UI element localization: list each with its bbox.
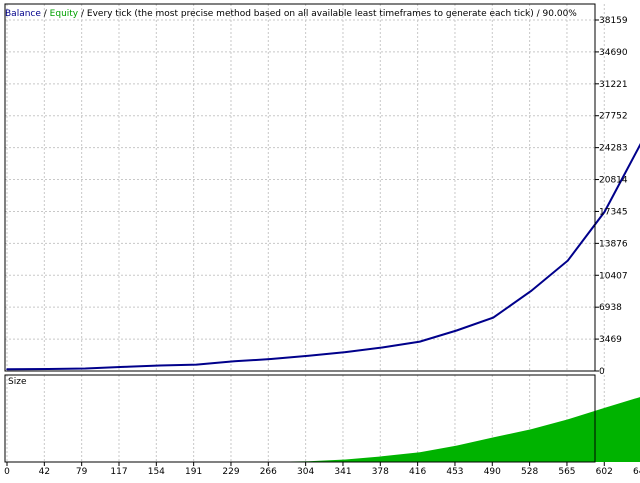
separator: / — [41, 9, 50, 19]
balance-point — [381, 346, 384, 349]
y-tick-label: 38159 — [599, 16, 628, 26]
x-tick-label: 266 — [260, 467, 277, 477]
x-tick-label: 0 — [4, 467, 10, 477]
main-grid — [5, 4, 605, 371]
x-tick-label: 378 — [372, 467, 389, 477]
y-tick-label: 6938 — [599, 303, 622, 313]
balance-point — [270, 358, 272, 360]
balance-point — [47, 368, 50, 370]
y-tick-label: 13876 — [599, 239, 628, 249]
y-tick-label: 27752 — [599, 112, 628, 122]
x-tick-label: 229 — [222, 467, 239, 477]
model-description: Every tick (the most precise method base… — [87, 9, 534, 19]
balance-point — [603, 211, 606, 213]
x-tick-label: 304 — [297, 467, 314, 477]
y-tick-label: 10407 — [599, 271, 628, 281]
x-tick-label: 490 — [484, 467, 501, 477]
x-tick-label: 117 — [110, 467, 127, 477]
x-tick-label: 565 — [558, 467, 575, 477]
balance-point — [159, 364, 161, 367]
balance-point — [195, 363, 198, 366]
balance-point — [530, 290, 532, 292]
size-plot-frame — [4, 374, 596, 463]
y-axis-ticks: 3815934690312212775224283208141734513876… — [595, 16, 628, 377]
y-tick-label: 34690 — [599, 48, 628, 58]
size-area — [7, 397, 640, 462]
balance-point — [455, 329, 458, 332]
size-area-group — [7, 397, 640, 462]
balance-point — [233, 360, 236, 363]
x-tick-label: 528 — [521, 467, 538, 477]
x-tick-label: 79 — [76, 467, 88, 477]
chart-header: Balance / Equity / Every tick (the most … — [5, 9, 577, 19]
chart-frames — [4, 3, 596, 463]
balance-point — [84, 367, 87, 370]
y-tick-label: 17345 — [599, 207, 628, 217]
modelling-quality: 90.00% — [543, 9, 578, 19]
balance-line — [6, 143, 640, 371]
y-tick-label: 0 — [599, 367, 605, 377]
x-tick-label: 602 — [596, 467, 613, 477]
balance-point — [122, 366, 124, 368]
y-tick-label: 20814 — [599, 176, 628, 186]
balance-point — [567, 259, 569, 262]
balance-point — [307, 355, 310, 357]
x-axis-ticks: 0 42 79 117 154 191 229 266 304 341 378 416 453 490 52… — [4, 462, 640, 477]
y-tick-label: 24283 — [599, 144, 628, 154]
x-tick-label: 341 — [334, 467, 351, 477]
size-panel-label: Size — [8, 377, 27, 387]
balance-series-group — [6, 143, 640, 371]
separator: / — [534, 9, 543, 19]
balance-point — [6, 368, 8, 371]
x-tick-label: 42 — [39, 467, 50, 477]
y-tick-label: 3469 — [599, 335, 622, 345]
balance-point — [344, 351, 347, 353]
x-tick-label: 453 — [446, 467, 463, 477]
balance-point — [419, 340, 421, 343]
separator: / — [78, 9, 87, 19]
balance-point — [492, 316, 495, 319]
x-tick-label: 154 — [148, 467, 165, 477]
x-tick-label: 416 — [409, 467, 426, 477]
main-plot-frame — [4, 3, 596, 372]
x-tick-label: 640 — [633, 467, 640, 477]
x-tick-label: 191 — [185, 467, 202, 477]
y-tick-label: 31221 — [599, 80, 628, 90]
equity-legend: Equity — [50, 9, 79, 19]
balance-legend: Balance — [5, 9, 41, 19]
